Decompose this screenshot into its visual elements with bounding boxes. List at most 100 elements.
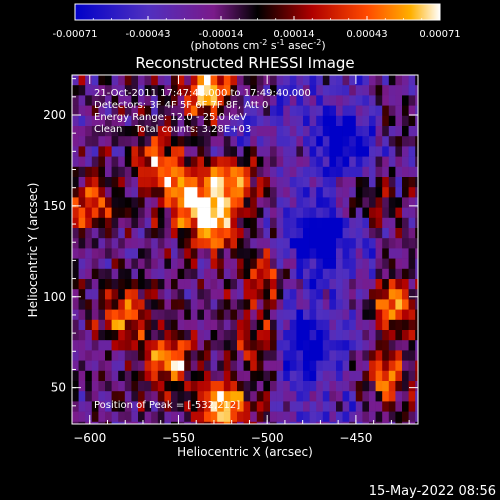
heatmap-cell: [124, 421, 132, 424]
heatmap-cell: [296, 268, 304, 280]
heatmap-cell: [336, 258, 343, 270]
heatmap-cell: [382, 156, 390, 168]
heatmap-cell: [157, 319, 165, 331]
heatmap-cell: [408, 401, 416, 412]
heatmap-cell: [336, 309, 343, 321]
heatmap-cell: [184, 156, 192, 168]
heatmap-cell: [131, 177, 139, 188]
heatmap-cell: [342, 289, 350, 300]
heatmap-cell: [270, 105, 277, 117]
heatmap-cell: [164, 187, 172, 198]
heatmap-cell: [402, 126, 409, 137]
heatmap-cell: [138, 197, 145, 208]
heatmap-cell: [118, 340, 126, 351]
heatmap-cell: [276, 360, 284, 372]
heatmap-cell: [105, 299, 112, 310]
heatmap-cell: [408, 421, 416, 424]
heatmap-cell: [138, 238, 145, 249]
heatmap-cell: [171, 85, 178, 96]
heatmap-cell: [118, 309, 126, 321]
heatmap-cell: [388, 401, 396, 412]
heatmap-cell: [164, 166, 172, 178]
heatmap-cell: [256, 370, 264, 382]
heatmap-cell: [263, 105, 271, 117]
heatmap-cell: [144, 370, 152, 382]
heatmap-cell: [309, 391, 317, 402]
heatmap-cell: [190, 381, 198, 392]
heatmap-cell: [309, 248, 317, 259]
heatmap-cell: [105, 156, 112, 168]
heatmap-cell: [329, 381, 337, 392]
heatmap-cell: [349, 248, 357, 259]
heatmap-cell: [138, 136, 145, 147]
heatmap-cell: [303, 391, 310, 402]
heatmap-cell: [355, 95, 363, 106]
heatmap-cell: [78, 381, 86, 392]
heatmap-cell: [283, 85, 291, 96]
heatmap-cell: [237, 309, 244, 321]
heatmap-cell: [309, 105, 317, 117]
heatmap-cell: [322, 166, 330, 178]
heatmap-cell: [336, 289, 343, 300]
heatmap-cell: [190, 350, 198, 361]
heatmap-cell: [85, 207, 93, 219]
heatmap-cell: [415, 238, 418, 249]
heatmap-cell: [91, 85, 99, 96]
heatmap-cell: [118, 381, 126, 392]
heatmap-cell: [342, 126, 350, 137]
heatmap-cell: [197, 330, 205, 341]
heatmap-cell: [309, 75, 317, 86]
heatmap-cell: [303, 340, 310, 351]
heatmap-cell: [355, 166, 363, 178]
heatmap-cell: [177, 401, 185, 412]
heatmap-cell: [151, 411, 159, 423]
heatmap-cell: [243, 381, 251, 392]
heatmap-cell: [322, 238, 330, 249]
heatmap-cell: [322, 370, 330, 382]
heatmap-cell: [342, 177, 350, 188]
heatmap-cell: [362, 340, 370, 351]
heatmap-cell: [144, 411, 152, 423]
heatmap-cell: [210, 166, 218, 178]
heatmap-cell: [349, 105, 357, 117]
heatmap-cell: [105, 279, 112, 290]
heatmap-cell: [217, 248, 225, 259]
heatmap-cell: [349, 421, 357, 424]
heatmap-cell: [375, 95, 383, 106]
heatmap-cell: [190, 95, 198, 106]
heatmap-cell: [118, 217, 126, 229]
heatmap-cell: [329, 228, 337, 239]
heatmap-cell: [369, 126, 376, 137]
heatmap-cell: [78, 136, 86, 147]
heatmap-cell: [369, 421, 376, 424]
heatmap-cell: [283, 197, 291, 208]
heatmap-cell: [322, 115, 330, 127]
heatmap-cell: [118, 126, 126, 137]
heatmap-cell: [296, 166, 304, 178]
heatmap-cell: [171, 166, 178, 178]
heatmap-cell: [395, 136, 403, 147]
heatmap-cell: [375, 115, 383, 127]
heatmap-cell: [276, 381, 284, 392]
heatmap-cell: [171, 126, 178, 137]
heatmap-cell: [316, 217, 324, 229]
heatmap-cell: [369, 177, 376, 188]
heatmap-cell: [276, 228, 284, 239]
heatmap-cell: [210, 360, 218, 372]
heatmap-cell: [157, 411, 165, 423]
heatmap-cell: [105, 370, 112, 382]
heatmap-cell: [151, 156, 159, 168]
heatmap-cell: [230, 268, 238, 280]
heatmap-cell: [415, 75, 418, 86]
heatmap-cell: [177, 85, 185, 96]
heatmap-cell: [237, 136, 244, 147]
heatmap-cell: [85, 115, 93, 127]
heatmap-cell: [230, 95, 238, 106]
heatmap-cell: [250, 238, 258, 249]
heatmap-cell: [164, 228, 172, 239]
heatmap-cell: [263, 136, 271, 147]
heatmap-cell: [85, 340, 93, 351]
heatmap-cell: [138, 95, 145, 106]
heatmap-cell: [124, 268, 132, 280]
